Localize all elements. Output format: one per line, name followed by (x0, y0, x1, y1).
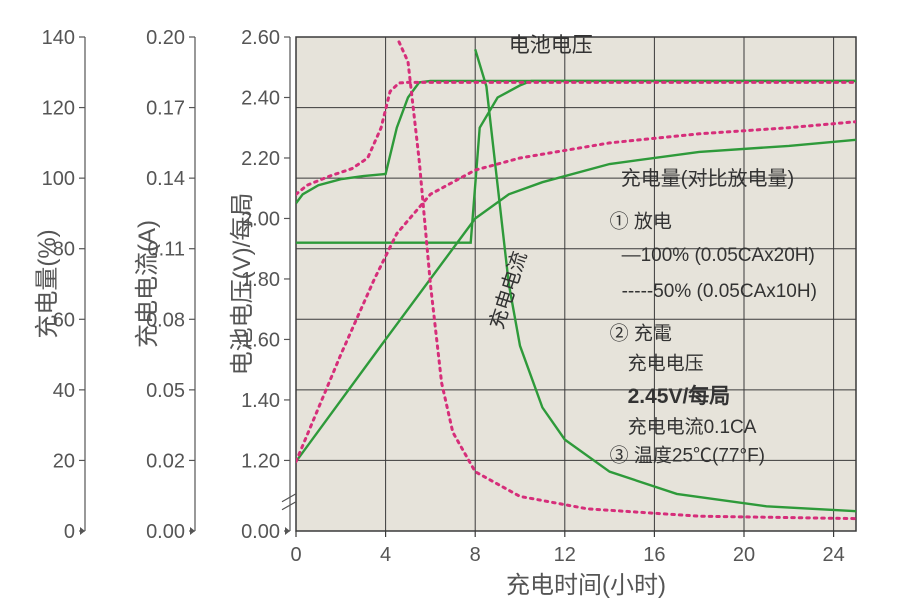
ytick-label: 2.60 (241, 27, 280, 49)
ytick-label: 2.20 (241, 148, 280, 170)
axis-break-icon (282, 494, 296, 510)
ytick-label: 120 (42, 98, 75, 120)
y-axis-title: 充电电流(A) (134, 220, 161, 348)
ytick-label: 140 (42, 27, 75, 49)
y-axis-title-group: 电池电压(V)/每局 (229, 193, 256, 376)
legend-line: -----50% (0.05CAx10H) (622, 281, 817, 302)
chart-container: 04812162024充电时间(小时)020406080100120140充电量… (0, 0, 900, 606)
legend-line: 充电电流0.1CA (628, 416, 757, 438)
ytick-label: 20 (53, 450, 75, 472)
inplot-label: 充电量(对比放电量) (621, 167, 794, 190)
ytick-label: 0.14 (146, 168, 185, 190)
xtick-label: 12 (554, 544, 576, 566)
inplot-label-text: 充电量(对比放电量) (621, 167, 794, 190)
legend-line: 2.45V/每局 (628, 384, 731, 408)
y-axis-title-group: 充电量(%) (34, 229, 61, 338)
ytick-label: 2.40 (241, 87, 280, 109)
axis-arrow-icon (285, 527, 290, 535)
axis-arrow-icon (190, 527, 195, 535)
y-axis-title: 电池电压(V)/每局 (229, 193, 256, 376)
ytick-label: 0.05 (146, 380, 185, 402)
ytick-label: 1.20 (241, 450, 280, 472)
xtick-label: 8 (470, 544, 481, 566)
xtick-label: 20 (733, 544, 755, 566)
y-axis-title: 充电量(%) (34, 229, 61, 338)
inplot-label-text: 电池电压 (509, 34, 593, 57)
ytick-label: 0.00 (241, 521, 280, 543)
chart-svg: 04812162024充电时间(小时)020406080100120140充电量… (0, 0, 900, 606)
y-axis-title-group: 充电电流(A) (134, 220, 161, 348)
ytick-label: 0.02 (146, 450, 185, 472)
ytick-label: 100 (42, 168, 75, 190)
ytick-label: 0 (64, 521, 75, 543)
ytick-label: 40 (53, 380, 75, 402)
axis-arrow-icon (80, 527, 85, 535)
xtick-label: 4 (380, 544, 391, 566)
ytick-label: 0.20 (146, 27, 185, 49)
legend-line: ② 充電 (610, 322, 672, 344)
legend-line: —100% (0.05CAx20H) (622, 245, 815, 266)
legend-line: ① 放电 (610, 211, 672, 233)
xtick-label: 24 (822, 544, 844, 566)
ytick-label: 0.17 (146, 98, 185, 120)
ytick-label: 0.00 (146, 521, 185, 543)
x-axis-title: 充电时间(小时) (506, 572, 666, 599)
legend-line: ③ 温度25℃(77°F) (610, 445, 765, 467)
xtick-label: 16 (643, 544, 665, 566)
legend-line: 充电电压 (628, 353, 704, 375)
xtick-label: 0 (290, 544, 301, 566)
ytick-label: 1.40 (241, 390, 280, 412)
inplot-label: 电池电压 (509, 34, 593, 57)
